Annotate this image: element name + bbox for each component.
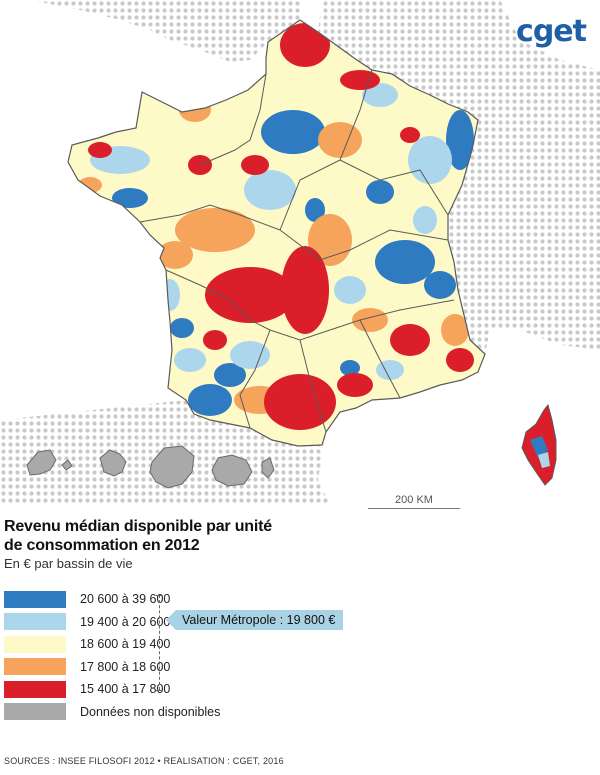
legend-swatch [4, 590, 66, 608]
title-block: Revenu médian disponible par unité de co… [4, 517, 424, 571]
cget-logo: cget [516, 14, 587, 49]
legend-bracket [159, 595, 160, 690]
france-outline [67, 19, 486, 447]
legend-item: 17 800 à 18 600 [4, 656, 220, 679]
legend-swatch [4, 613, 66, 631]
region-boundaries [139, 69, 455, 433]
scale-line [368, 508, 460, 509]
sources-credit: SOURCES : INSEE FILOSOFI 2012 • REALISAT… [4, 756, 284, 766]
map-title-line1: Revenu médian disponible par unité [4, 518, 272, 535]
legend-item: 18 600 à 19 400 [4, 633, 220, 656]
corsica [521, 403, 557, 486]
scale-bar: 200 KM [368, 494, 460, 509]
legend-label: Données non disponibles [80, 704, 221, 719]
legend-label: 15 400 à 17 800 [80, 682, 171, 697]
legend-swatch [4, 680, 66, 698]
overseas-territories [26, 445, 275, 489]
legend-swatch [4, 703, 66, 721]
legend-label: 18 600 à 19 400 [80, 637, 171, 652]
map-title-line2: de consommation en 2012 [4, 537, 200, 554]
scale-label: 200 KM [395, 494, 433, 506]
france-map [0, 0, 600, 505]
legend-bracket-bottom [156, 690, 163, 691]
legend-item: 20 600 à 39 600 [4, 588, 220, 611]
legend-swatch [4, 658, 66, 676]
legend-item: 15 400 à 17 800 [4, 678, 220, 701]
map-subtitle: En € par bassin de vie [4, 556, 133, 571]
legend-label: 17 800 à 18 600 [80, 659, 171, 674]
legend-item: Données non disponibles [4, 701, 220, 724]
legend-bracket-top [156, 595, 163, 596]
metropole-value-callout: Valeur Métropole : 19 800 € [165, 610, 344, 630]
legend-swatch [4, 635, 66, 653]
legend-label: 19 400 à 20 600 [80, 614, 171, 629]
legend-label: 20 600 à 39 600 [80, 592, 171, 607]
legend: 20 600 à 39 600 19 400 à 20 600 18 600 à… [4, 588, 220, 723]
legend-item: 19 400 à 20 600 [4, 611, 220, 634]
